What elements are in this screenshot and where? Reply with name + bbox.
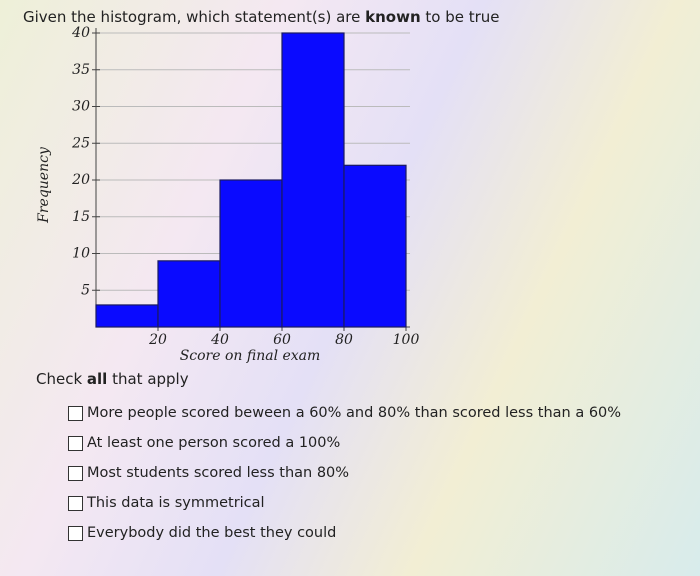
- option[interactable]: This data is symmetrical: [68, 495, 265, 511]
- option[interactable]: Everybody did the best they could: [68, 525, 336, 541]
- x-tick-label: 100: [393, 332, 420, 348]
- option[interactable]: Most students scored less than 80%: [68, 465, 349, 481]
- x-tick-label: 40: [210, 332, 229, 348]
- checkbox[interactable]: [68, 465, 83, 481]
- x-tick-label: 60: [273, 332, 291, 348]
- y-tick-label: 5: [81, 282, 90, 298]
- checkbox[interactable]: [68, 405, 83, 421]
- y-tick-label: 35: [72, 62, 90, 78]
- y-tick-label: 30: [72, 99, 90, 115]
- option-label[interactable]: Most students scored less than 80%: [87, 465, 350, 481]
- question: Given the histogram, which statement(s) …: [23, 8, 500, 26]
- option-label[interactable]: This data is symmetrical: [87, 495, 265, 511]
- question-text: to be true: [420, 8, 500, 26]
- option-label[interactable]: More people scored beween a 60% and 80% …: [87, 405, 622, 421]
- histogram-bar: [219, 179, 283, 328]
- instruction: Check all that apply: [36, 370, 189, 388]
- y-tick-label: 40: [71, 25, 90, 41]
- x-tick-label: 80: [335, 332, 353, 348]
- y-tick-label: 20: [71, 172, 90, 188]
- y-tick-label: 10: [72, 246, 90, 262]
- histogram-bar: [157, 260, 221, 328]
- question-emphasis: known: [365, 8, 421, 26]
- histogram-bar: [343, 164, 407, 328]
- histogram-bar: [95, 304, 159, 328]
- option-label[interactable]: Everybody did the best they could: [87, 525, 337, 541]
- checkbox[interactable]: [68, 525, 83, 541]
- option[interactable]: More people scored beween a 60% and 80% …: [68, 405, 621, 421]
- y-tick-label: 25: [71, 135, 90, 151]
- option[interactable]: At least one person scored a 100%: [68, 435, 340, 451]
- y-axis-label: Frequency: [36, 146, 52, 224]
- x-axis-label: Score on final exam: [180, 348, 321, 364]
- instruction-text: that apply: [107, 370, 189, 388]
- y-tick-label: 15: [72, 209, 90, 225]
- histogram-bar: [281, 32, 345, 328]
- x-tick-label: 20: [148, 332, 167, 348]
- instruction-emphasis: all: [86, 370, 108, 388]
- option-label[interactable]: At least one person scored a 100%: [87, 435, 341, 451]
- checkbox[interactable]: [68, 435, 83, 451]
- question-text: Given the histogram, which statement(s) …: [23, 8, 366, 26]
- instruction-text: Check: [36, 370, 87, 388]
- checkbox[interactable]: [68, 495, 83, 511]
